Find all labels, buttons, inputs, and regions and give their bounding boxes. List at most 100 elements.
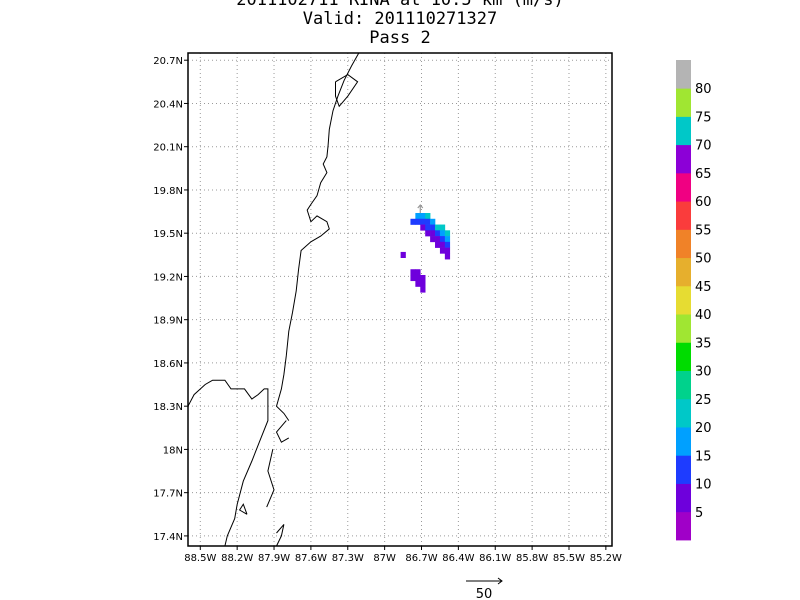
- wind-cell: [439, 224, 446, 231]
- wind-cell: [420, 224, 426, 231]
- colorbar-swatch: [676, 229, 691, 259]
- wind-cell: [410, 218, 416, 225]
- reference-vector-head: [497, 577, 503, 585]
- wind-speed-cells: [400, 213, 451, 293]
- grid: [188, 53, 612, 546]
- y-tick-label: 18.3N: [153, 402, 183, 413]
- y-tick-label: 17.4N: [153, 532, 183, 543]
- wind-cell: [415, 280, 421, 287]
- x-tick-label: 85.2W: [590, 553, 622, 564]
- y-tick-label: 19.8N: [153, 186, 183, 197]
- colorbar-label: 70: [695, 139, 712, 154]
- x-tick-label: 88.2W: [221, 553, 253, 564]
- colorbar-label: 35: [695, 336, 712, 351]
- coastline: [187, 52, 360, 547]
- colorbar-label: 25: [695, 393, 712, 408]
- x-tick-label: 86.7W: [405, 553, 437, 564]
- y-tick-label: 20.7N: [153, 56, 183, 67]
- x-tick-label: 86.4W: [442, 553, 474, 564]
- y-tick-label: 20.1N: [153, 143, 183, 154]
- coastline-segment: [275, 52, 360, 421]
- plot-frame: [187, 52, 613, 547]
- wind-cell: [444, 230, 451, 237]
- chart-subtitle-pass: Pass 2: [369, 28, 431, 48]
- coastline-segment: [276, 524, 285, 547]
- colorbar-label: 75: [695, 110, 712, 125]
- wind-cell: [439, 241, 446, 248]
- chart-subtitle-valid: Valid: 201110271327: [302, 9, 498, 29]
- wind-cell: [420, 213, 426, 220]
- coastline-segment: [335, 74, 359, 108]
- x-tick-label: 85.5W: [553, 553, 585, 564]
- coastline-segment: [266, 449, 275, 508]
- wind-cell: [425, 230, 431, 237]
- colorbar-label: 50: [695, 252, 712, 267]
- colorbar-swatch: [676, 172, 691, 202]
- colorbar-swatch: [676, 314, 691, 343]
- y-tick-label: 19.5N: [153, 229, 183, 240]
- wind-cell: [420, 218, 426, 225]
- wind-cell: [444, 241, 451, 248]
- x-tick-label: 87.9W: [258, 553, 290, 564]
- wind-cell: [430, 224, 436, 231]
- coastline-segment: [187, 379, 269, 547]
- colorbar-swatch: [676, 342, 691, 371]
- colorbar-swatch: [676, 427, 691, 456]
- wind-cell: [420, 280, 426, 287]
- wind-cell: [444, 253, 451, 260]
- wind-cell: [430, 218, 436, 225]
- wind-cell: [425, 213, 431, 220]
- wind-cell: [425, 218, 431, 225]
- colorbar-label: 40: [695, 308, 712, 323]
- colorbar-swatch: [676, 144, 691, 174]
- wind-cell: [439, 236, 446, 243]
- colorbar-label: 15: [695, 449, 712, 464]
- wind-cell: [415, 218, 421, 225]
- colorbar-label: 5: [695, 506, 703, 521]
- colorbar-swatch: [676, 511, 691, 541]
- wind-cell: [444, 236, 451, 243]
- x-tick-label: 86.1W: [479, 553, 511, 564]
- y-tick-label: 18N: [163, 445, 183, 456]
- colorbar-swatch: [676, 116, 691, 146]
- wind-cell: [415, 269, 421, 276]
- wind-cell: [435, 236, 441, 243]
- coastline-segment: [238, 503, 248, 515]
- wind-cell: [415, 274, 421, 282]
- wind-cell: [435, 230, 441, 237]
- wind-cell: [435, 241, 441, 248]
- wind-cell: [410, 269, 416, 276]
- colorbar-swatch: [676, 60, 691, 89]
- x-tick-label: 85.8W: [516, 553, 548, 564]
- colorbar-swatch: [676, 88, 691, 117]
- x-tick-label: 87W: [373, 553, 396, 564]
- colorbar-swatch: [676, 455, 691, 484]
- wind-cell: [420, 286, 426, 293]
- colorbar-swatch: [676, 257, 691, 287]
- x-tick-label: 87.3W: [332, 553, 364, 564]
- y-tick-label: 20.4N: [153, 99, 183, 110]
- colorbar: 5 10 15 20 25 30 35 40 45 50 55 60 65 70 75 80: [676, 60, 712, 541]
- wind-cell: [439, 247, 446, 254]
- reference-vector: 50: [466, 577, 503, 600]
- wind-cell: [435, 224, 441, 231]
- wind-vector-head: [417, 204, 424, 209]
- colorbar-label: 30: [695, 365, 712, 380]
- colorbar-swatch: [676, 398, 691, 428]
- wind-cell: [430, 230, 436, 237]
- wind-cell: [439, 230, 446, 237]
- wind-cell: [415, 213, 421, 220]
- x-tick-label: 87.6W: [295, 553, 327, 564]
- y-tick-label: 18.6N: [153, 359, 183, 370]
- y-tick-label: 19.2N: [153, 272, 183, 283]
- colorbar-label: 10: [695, 478, 712, 493]
- wind-cell: [400, 251, 406, 258]
- colorbar-label: 65: [695, 167, 712, 182]
- y-axis-ticks: 17.4N 17.7N 18N 18.3N 18.6N 18.9N 19.2N 19.5N 19…: [153, 56, 188, 543]
- wind-cell: [425, 224, 431, 231]
- wind-cell: [420, 274, 426, 282]
- coastline-segment: [275, 420, 290, 443]
- colorbar-swatch: [676, 483, 691, 513]
- colorbar-label: 60: [695, 195, 712, 210]
